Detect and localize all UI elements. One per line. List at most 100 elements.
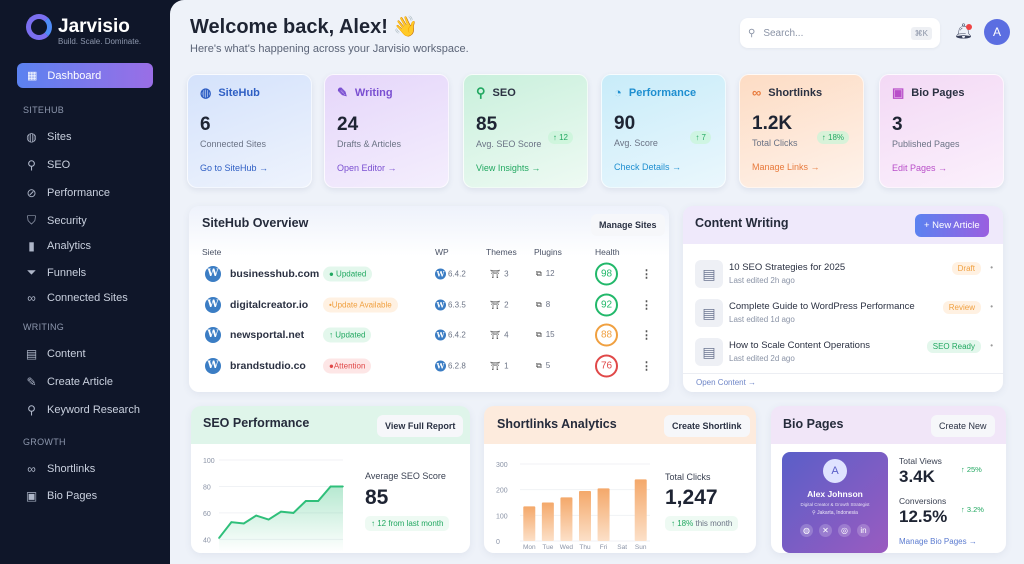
list-item[interactable]: ▤ How to Scale Content Operations Last e…	[695, 336, 995, 372]
globe-icon[interactable]: ◍	[800, 524, 813, 537]
wordpress-icon: W	[205, 357, 221, 374]
stat-card-sitehub[interactable]: ◍ SiteHub 6 Connected Sites Go to SiteHub…	[187, 74, 312, 188]
avatar[interactable]: A	[984, 19, 1010, 45]
profile-location: ⚲ Jakarta, Indonesia	[812, 510, 858, 516]
card-link[interactable]: Manage Links →	[752, 162, 820, 172]
profile-name: Alex Johnson	[807, 489, 863, 499]
linkedin-icon[interactable]: in	[857, 524, 870, 537]
stat-card-shortlinks[interactable]: ∞ Shortlinks 1.2K Total Clicks Manage Lin…	[739, 74, 864, 188]
profile-role: Digital Creator & Growth Strategist	[800, 502, 870, 507]
seo-area	[219, 486, 343, 552]
panel-title: Bio Pages	[783, 417, 844, 431]
sidebar-item-performance[interactable]: ⊘ Performance	[25, 186, 110, 200]
more-options-icon[interactable]: •	[990, 302, 993, 311]
logo[interactable]: Jarvisio Build. Scale. Dominate.	[26, 14, 141, 46]
sidebar-item-shortlinks[interactable]: ∞ Shortlinks	[25, 462, 95, 476]
metric-label: Total Clicks	[665, 472, 711, 482]
wp-version-text: 6.4.2	[448, 269, 466, 279]
table-row[interactable]: W newsportal.net ↑ Updated W 6.4.2 ⛩︎ 4 ⧉ 1…	[189, 320, 669, 350]
sidebar-item-sites[interactable]: ◍ Sites	[25, 130, 71, 144]
more-options-icon[interactable]: •	[990, 263, 993, 272]
themes-count: ⛩︎ 3	[490, 270, 509, 279]
sidebar-item-keyword-research[interactable]: ⚲ Keyword Research	[25, 403, 140, 417]
article-status-badge: Draft	[951, 262, 981, 275]
site-name[interactable]: brandstudio.co	[230, 359, 306, 372]
more-options-icon[interactable]: ⋮	[641, 360, 652, 372]
manage-bio-pages-link[interactable]: Manage Bio Pages →	[899, 537, 977, 546]
article-title[interactable]: 10 SEO Strategies for 2025	[729, 262, 846, 273]
card-link[interactable]: Go to SiteHub →	[200, 163, 269, 173]
seo-data-point	[255, 514, 257, 517]
card-label: Total Clicks	[752, 138, 798, 148]
list-item[interactable]: ▤ 10 SEO Strategies for 2025 Last edited…	[695, 258, 995, 294]
globe-icon: ◍	[26, 130, 37, 144]
grid-icon: ▦	[27, 70, 38, 82]
view-full-report-button[interactable]: View Full Report	[377, 415, 464, 437]
y-tick-label: 40	[203, 537, 211, 544]
table-row[interactable]: W businesshub.com ● Updated W 6.4.2 ⛩︎ 3 ⧉…	[189, 259, 669, 289]
site-name[interactable]: newsportal.net	[230, 329, 305, 341]
sidebar-item-analytics[interactable]: ▮ Analytics	[25, 239, 91, 253]
more-options-icon[interactable]: ⋮	[641, 329, 652, 342]
bar-sun	[634, 479, 647, 541]
search-input[interactable]: ⚲ Search... ⌘K	[740, 18, 940, 48]
seo-data-point	[292, 512, 295, 514]
site-name[interactable]: digitalcreator.io	[230, 298, 309, 311]
bar-tue	[541, 502, 554, 541]
card-link[interactable]: Check Details →	[614, 162, 682, 172]
y-tick-label: 80	[203, 484, 211, 491]
more-options-icon[interactable]: ⋮	[641, 268, 652, 281]
x-icon[interactable]: ✕	[819, 524, 832, 537]
create-shortlink-button[interactable]: Create Shortlink	[664, 415, 750, 437]
instagram-icon[interactable]: ◎	[838, 524, 851, 537]
sidebar-item-connected-sites[interactable]: ∞ Connected Sites	[25, 291, 128, 305]
card-link[interactable]: Edit Pages →	[892, 163, 948, 173]
article-title[interactable]: Complete Guide to WordPress Performance	[729, 301, 915, 312]
nav-section-title: SITEHUB	[23, 105, 65, 115]
stat-card-writing[interactable]: ✎ Writing 24 Drafts & Articles Open Edito…	[324, 74, 449, 188]
more-options-icon[interactable]: •	[990, 341, 993, 350]
stat-card-bio-pages[interactable]: ▣ Bio Pages 3 Published Pages Edit Pages …	[879, 74, 1004, 188]
create-new-button[interactable]: Create New	[931, 415, 995, 437]
sidebar-item-dashboard[interactable]: ▦ Dashboard	[17, 63, 153, 88]
wordpress-icon: W	[435, 268, 446, 280]
article-title[interactable]: How to Scale Content Operations	[729, 340, 870, 351]
list-item[interactable]: ▤ Complete Guide to WordPress Performanc…	[695, 297, 995, 333]
seo-data-point	[218, 537, 220, 539]
article-status-badge: Review	[942, 301, 981, 314]
seo-data-point	[329, 485, 332, 488]
seo-data-point	[342, 485, 344, 488]
card-link[interactable]: Open Editor →	[337, 163, 397, 173]
sidebar-item-create-article[interactable]: ✎ Create Article	[25, 375, 113, 389]
stat-card-seo[interactable]: ⚲ SEO 85 Avg. SEO Score View Insights → ↑…	[463, 74, 588, 188]
column-header-plugins: Plugins	[534, 247, 562, 257]
sitehub-overview-panel: SiteHub Overview Manage Sites Siete WP T…	[189, 206, 669, 392]
open-content-link[interactable]: Open Content →	[696, 378, 757, 387]
site-name[interactable]: businesshub.com	[230, 268, 320, 280]
card-value: 6	[200, 114, 211, 135]
table-row[interactable]: W brandstudio.co ●Attention W 6.2.8 ⛩︎ 1 ⧉…	[189, 351, 669, 381]
stat-card-performance[interactable]: ◔ Performance 90 Avg. Score Check Details…	[601, 74, 726, 188]
sidebar-item-content[interactable]: ▤ Content	[25, 347, 86, 361]
sidebar-item-security[interactable]: ⛉ Security	[25, 213, 87, 228]
wordpress-icon: W	[205, 266, 221, 282]
card-title: SiteHub	[218, 87, 260, 99]
sidebar-item-seo[interactable]: ⚲ SEO	[25, 158, 70, 172]
sidebar-item-funnels[interactable]: ⏷ Funnels	[25, 265, 86, 280]
bio-page-icon: ▣	[892, 85, 905, 100]
bio-profile-card[interactable]: A Alex Johnson Digital Creator & Growth …	[782, 452, 888, 553]
new-article-button[interactable]: + New Article	[915, 214, 989, 237]
conversions-delta: ↑ 3.2%	[961, 505, 984, 514]
shortcut-hint: ⌘K	[910, 26, 932, 40]
panel-title: SiteHub Overview	[202, 216, 309, 230]
more-options-icon[interactable]: ⋮	[641, 299, 652, 311]
manage-sites-button[interactable]: Manage Sites	[591, 214, 665, 236]
card-delta: ↑ 12	[547, 131, 573, 144]
plugins-text: 15	[545, 330, 555, 339]
card-link[interactable]: View Insights →	[476, 163, 541, 173]
wp-version-text: 6.3.5	[448, 300, 466, 309]
column-header-wp: WP	[435, 247, 449, 257]
y-tick-label: 200	[496, 488, 508, 495]
sidebar-item-bio-pages[interactable]: ▣ Bio Pages	[25, 489, 97, 503]
